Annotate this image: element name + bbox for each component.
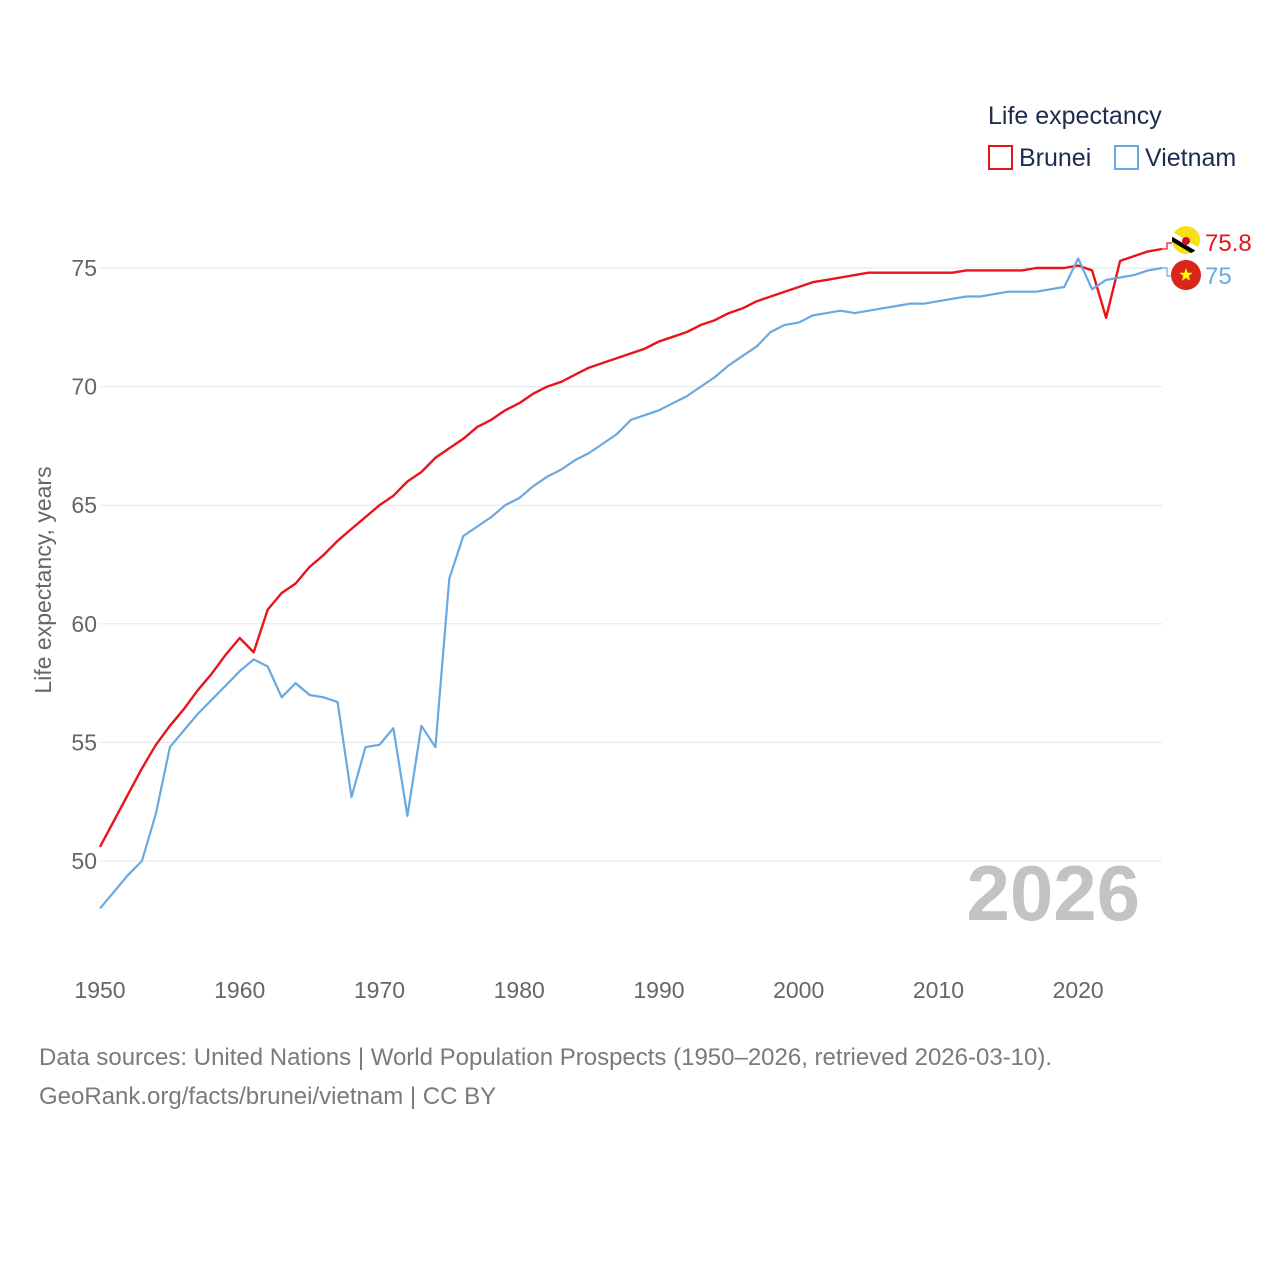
brunei-flag-icon (1172, 226, 1200, 254)
connector-brunei (1162, 242, 1172, 250)
current-year-watermark: 2026 (966, 849, 1140, 937)
y-tick-label-60: 60 (71, 611, 97, 637)
x-axis-ticks: 1950 1960 1970 1980 1990 2000 2010 2020 (74, 977, 1103, 1003)
x-tick-label-2010: 2010 (913, 977, 964, 1003)
life-expectancy-chart: 50 55 60 65 70 75 1950 1960 1970 1980 1990 2000 201… (30, 102, 1252, 1003)
legend-item-brunei[interactable]: Brunei (988, 144, 1091, 172)
y-axis-ticks: 50 55 60 65 70 75 (71, 255, 97, 874)
y-tick-label-65: 65 (71, 492, 97, 518)
y-tick-label-55: 55 (71, 729, 97, 755)
legend-swatch-vietnam (1114, 145, 1139, 170)
vietnam-flag-icon (1171, 260, 1201, 290)
x-tick-label-1980: 1980 (494, 977, 545, 1003)
x-tick-label-1960: 1960 (214, 977, 265, 1003)
series-line-vietnam[interactable] (99, 257, 1163, 910)
footer-source: Data sources: United Nations | World Pop… (39, 1044, 1053, 1071)
footer-credit[interactable]: GeoRank.org/facts/brunei/vietnam | CC BY (39, 1083, 497, 1110)
series-lines (98, 242, 1172, 910)
end-labels: 75.8 75 (1205, 230, 1252, 290)
end-label-brunei: 75.8 (1205, 230, 1252, 257)
legend-label-brunei: Brunei (1019, 144, 1091, 172)
y-tick-label-50: 50 (71, 848, 97, 874)
end-label-vietnam: 75 (1205, 263, 1232, 290)
x-tick-label-1970: 1970 (354, 977, 405, 1003)
series-line-brunei[interactable] (98, 247, 1163, 848)
legend-label-vietnam: Vietnam (1145, 144, 1236, 172)
x-tick-label-2020: 2020 (1053, 977, 1104, 1003)
x-tick-label-2000: 2000 (773, 977, 824, 1003)
legend-swatch-brunei (988, 145, 1013, 170)
legend: Life expectancy Brunei Vietnam (988, 102, 1236, 172)
x-tick-label-1950: 1950 (74, 977, 125, 1003)
legend-title: Life expectancy (988, 102, 1162, 130)
y-tick-label-75: 75 (71, 255, 97, 281)
legend-item-vietnam[interactable]: Vietnam (1114, 144, 1236, 172)
connector-vietnam (1162, 267, 1172, 277)
y-tick-label-70: 70 (71, 374, 97, 400)
y-axis-label: Life expectancy, years (30, 466, 56, 693)
x-tick-label-1990: 1990 (633, 977, 684, 1003)
grid-lines (100, 267, 1162, 862)
